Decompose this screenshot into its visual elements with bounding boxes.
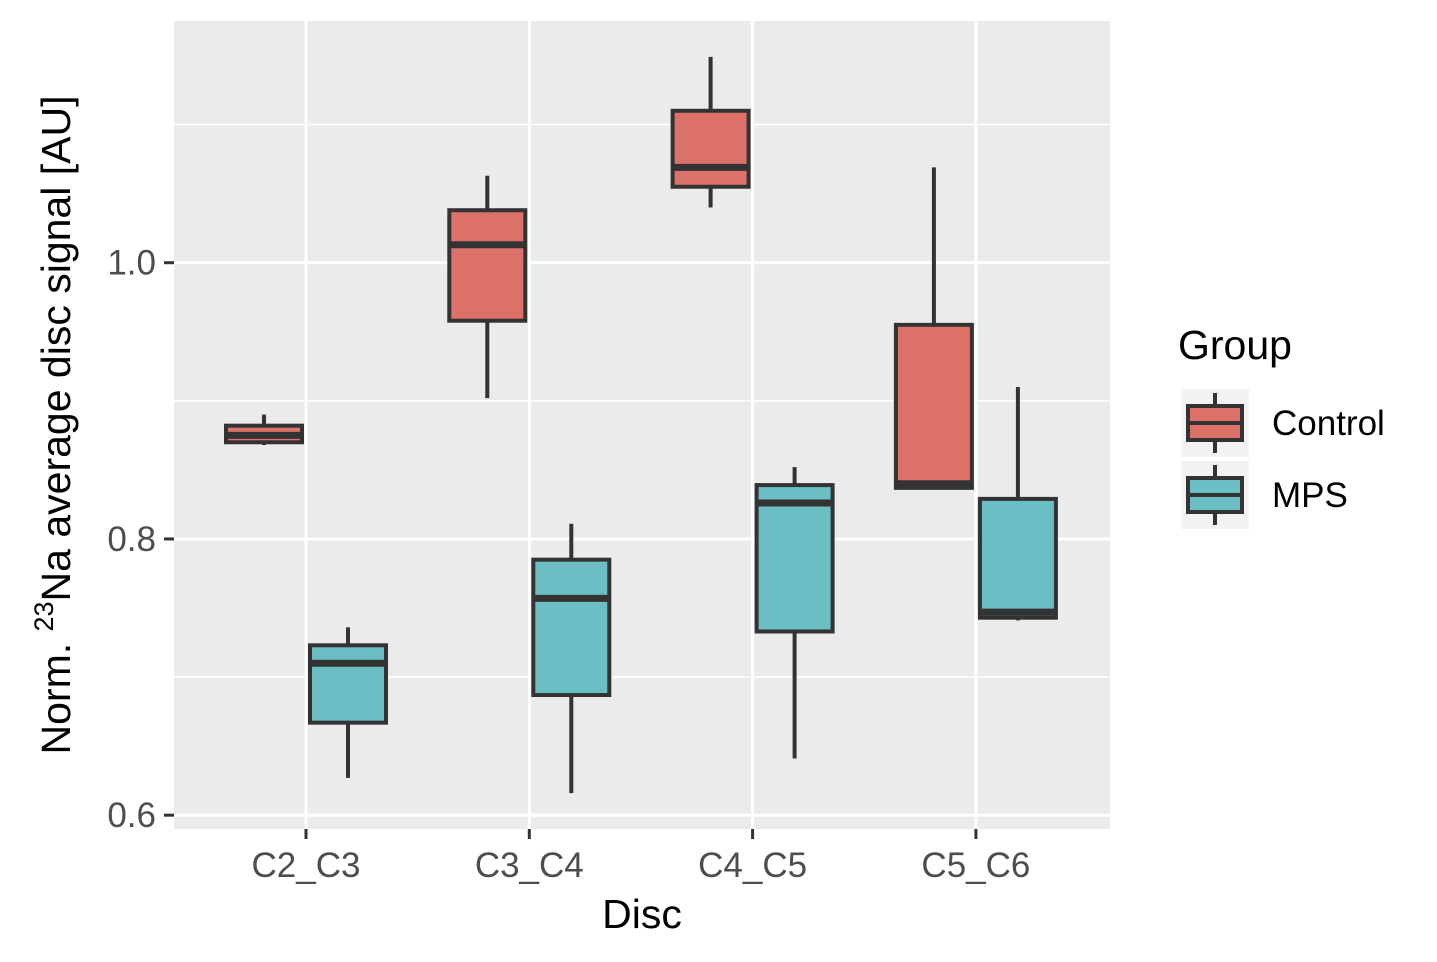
box-body: [447, 208, 528, 323]
box-body: [670, 108, 751, 189]
box-control-C2_C3: [224, 414, 304, 446]
y-tick-label: 1.0: [107, 244, 156, 283]
boxes-layer: [224, 56, 1058, 794]
box-mps-C5_C6: [977, 387, 1058, 621]
box-body: [977, 496, 1058, 620]
box-body: [754, 483, 835, 634]
y-tick-label: 0.6: [107, 796, 156, 835]
x-tick-label: C5_C6: [921, 846, 1030, 885]
y-axis-title-superscript: 23: [29, 601, 59, 631]
box-control-C3_C4: [447, 175, 528, 399]
x-axis: C2_C3 C3_C4 C4_C5 C5_C6: [252, 829, 1030, 885]
legend-item-control: Control: [1181, 389, 1385, 457]
y-axis-title: Norm. 23Na average disc signal [AU]: [29, 96, 79, 755]
box-control-C5_C6: [893, 167, 974, 490]
x-tick-label: C4_C5: [698, 846, 807, 885]
legend-item-mps: MPS: [1181, 461, 1348, 529]
box-body: [531, 557, 612, 698]
box-mps-C3_C4: [531, 523, 612, 794]
box-body: [893, 322, 974, 490]
legend: Group Control MPS: [1178, 322, 1385, 529]
x-tick-label: C3_C4: [475, 846, 584, 885]
y-axis: 0.6 0.8 1.0: [107, 244, 174, 835]
box-mps-C4_C5: [754, 467, 835, 759]
y-tick-label: 0.8: [107, 520, 156, 559]
x-axis-title: Disc: [602, 891, 682, 937]
y-axis-title-suffix: Na average disc signal [AU]: [33, 96, 79, 602]
y-axis-title-prefix: Norm.: [33, 631, 79, 754]
x-tick-label: C2_C3: [252, 846, 361, 885]
grid-layer: [174, 21, 1110, 829]
legend-label: MPS: [1272, 476, 1348, 515]
legend-label: Control: [1272, 404, 1385, 443]
legend-title: Group: [1178, 322, 1292, 368]
box-control-C4_C5: [670, 56, 751, 208]
box-mps-C2_C3: [308, 627, 388, 778]
box-body: [308, 643, 388, 725]
